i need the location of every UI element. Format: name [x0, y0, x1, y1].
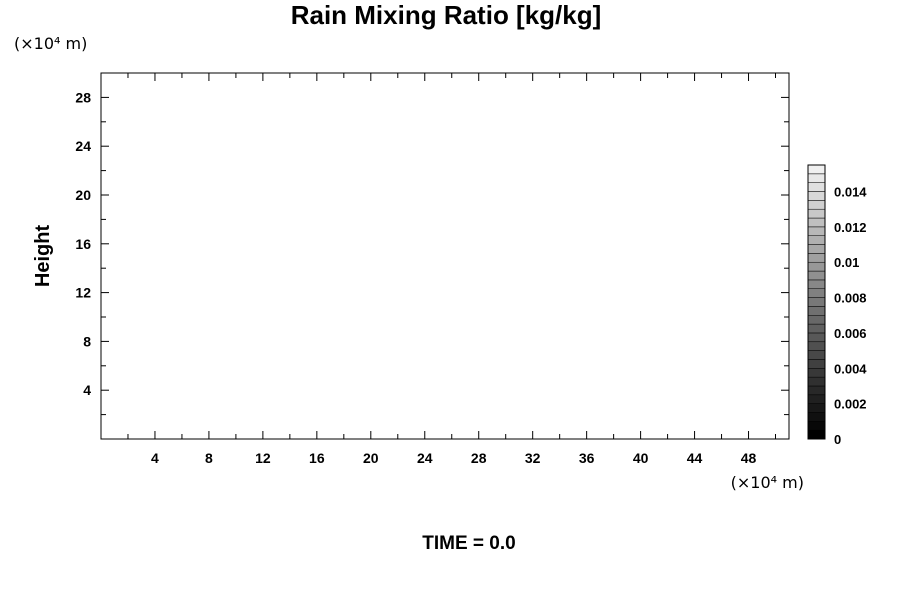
x-axis-unit: (×10⁴ m) [731, 473, 804, 492]
colorbar-segment [807, 359, 826, 369]
colorbar-tick-label: 0.008 [834, 291, 867, 306]
colorbar-segment [807, 191, 826, 201]
y-axis-label: Height [32, 225, 54, 288]
colorbar-segment [807, 412, 826, 422]
colorbar-segment [807, 279, 826, 289]
colorbar-segment [807, 341, 826, 351]
x-tick-label: 32 [525, 450, 541, 466]
colorbar-segment [807, 173, 826, 183]
x-axis-ticks: 4 8 12 16 20 24 28 32 36 40 44 48 [127, 73, 777, 466]
y-tick-label: 4 [83, 382, 91, 398]
x-tick-label: 20 [363, 450, 379, 466]
y-tick-label: 8 [83, 333, 91, 349]
colorbar-segment [807, 270, 826, 281]
colorbar-segment [807, 429, 826, 440]
colorbar-tick-label: 0.014 [834, 185, 867, 200]
colorbar-tick-label: 0.004 [834, 361, 867, 376]
colorbar-segment [807, 226, 826, 236]
x-tick-label: 8 [205, 450, 213, 466]
y-tick-label: 28 [75, 89, 91, 105]
y-axis-ticks: 4 8 12 16 20 24 28 [75, 89, 789, 416]
colorbar-segment [807, 403, 826, 413]
colorbar-segment [807, 421, 826, 431]
x-tick-label: 4 [151, 450, 159, 466]
colorbar-segment [807, 315, 826, 325]
y-tick-label: 12 [75, 285, 91, 301]
plot-area [100, 72, 790, 440]
x-tick-label: 16 [309, 450, 325, 466]
colorbar-segment [807, 164, 826, 175]
colorbar-tick-label: 0.012 [834, 220, 867, 235]
colorbar-segment [807, 306, 826, 316]
colorbar-segment [807, 297, 826, 307]
colorbar-segment [807, 376, 826, 387]
colorbar-segment [807, 208, 826, 219]
colorbar-segment [807, 350, 826, 360]
x-tick-label: 24 [417, 450, 433, 466]
colorbar-segment [807, 253, 826, 263]
colorbar-segment [807, 261, 826, 272]
x-tick-label: 28 [471, 450, 487, 466]
colorbar: 0 0.002 0.004 0.006 0.008 0.01 0.012 0.014 [807, 164, 867, 447]
y-tick-label: 16 [75, 236, 91, 252]
colorbar-segment [807, 182, 826, 192]
colorbar-tick-label: 0.002 [834, 397, 867, 412]
colorbar-segment [807, 385, 826, 396]
chart-title: Rain Mixing Ratio [kg/kg] [291, 0, 602, 30]
x-tick-label: 44 [687, 450, 703, 466]
colorbar-segment [807, 235, 826, 245]
x-tick-label: 40 [633, 450, 649, 466]
y-tick-label: 24 [75, 138, 91, 154]
colorbar-segment [807, 323, 826, 334]
colorbar-segment [807, 217, 826, 228]
colorbar-segment [807, 244, 826, 254]
y-tick-label: 20 [75, 187, 91, 203]
colorbar-tick-label: 0.01 [834, 255, 859, 270]
colorbar-tick-label: 0.006 [834, 326, 867, 341]
colorbar-segment [807, 394, 826, 404]
x-tick-label: 36 [579, 450, 595, 466]
colorbar-segment [807, 288, 826, 298]
colorbar-tick-label: 0 [834, 432, 841, 447]
x-tick-label: 12 [255, 450, 271, 466]
colorbar-segment [807, 200, 826, 210]
x-tick-label: 48 [741, 450, 757, 466]
colorbar-frame [807, 164, 826, 440]
time-label: TIME = 0.0 [422, 533, 515, 554]
colorbar-segment [807, 332, 826, 343]
y-axis-unit: (×10⁴ m) [14, 34, 87, 53]
colorbar-segment [807, 368, 826, 378]
